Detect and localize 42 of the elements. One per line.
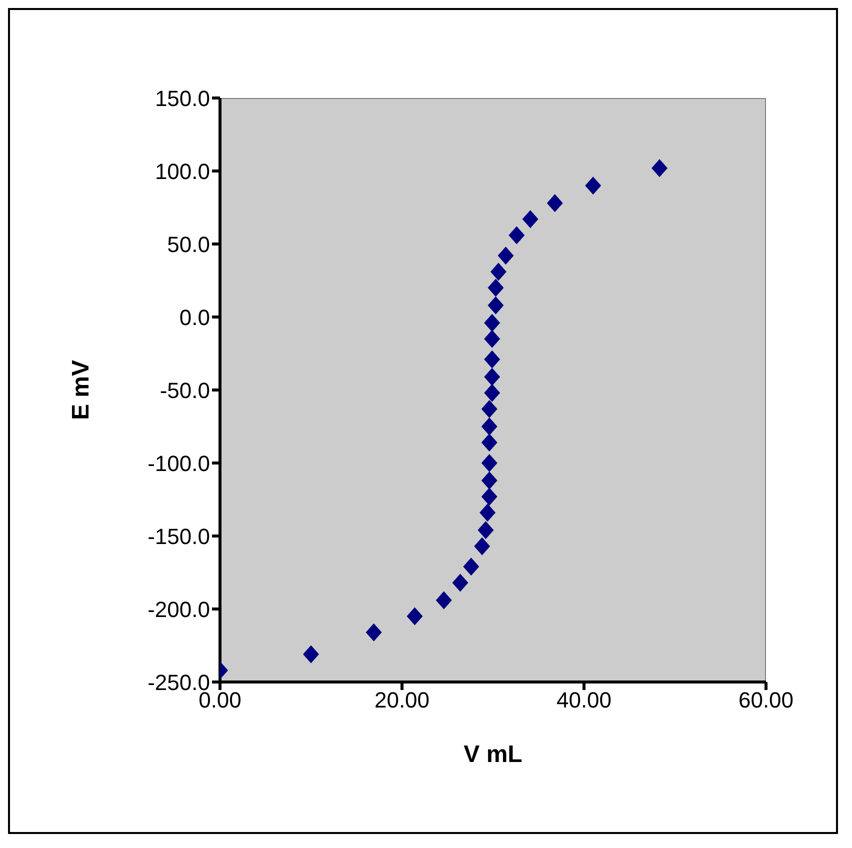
- x-tick-label: 20.00: [374, 688, 430, 713]
- x-axis-title: V mL: [464, 741, 522, 768]
- x-tick-label: 40.00: [556, 688, 612, 713]
- point: [481, 400, 498, 418]
- point: [484, 384, 500, 402]
- point: [652, 159, 668, 178]
- point: [452, 574, 468, 592]
- y-tick-label: -150.0: [148, 524, 210, 549]
- point: [484, 368, 500, 386]
- point: [484, 314, 500, 332]
- y-tick-label: -200.0: [148, 596, 210, 622]
- point: [498, 246, 514, 265]
- point: [490, 262, 506, 281]
- point: [481, 488, 498, 506]
- y-tick-label: 150.0: [154, 86, 210, 111]
- point: [481, 454, 498, 472]
- point: [508, 226, 525, 244]
- x-tick-label: 60.00: [738, 688, 794, 713]
- y-tick-label: 100.0: [154, 158, 210, 184]
- y-axis-title: E mV: [68, 360, 95, 420]
- point: [585, 176, 602, 195]
- point: [481, 418, 498, 436]
- point: [481, 434, 498, 452]
- point: [436, 591, 452, 610]
- point: [484, 350, 500, 368]
- y-tick-label: 0.0: [179, 304, 210, 330]
- point: [488, 278, 504, 297]
- point: [481, 472, 498, 490]
- point: [488, 296, 504, 314]
- point: [303, 645, 319, 664]
- point: [478, 521, 494, 540]
- y-tick-label: -100.0: [148, 450, 210, 476]
- point: [406, 607, 423, 626]
- point: [522, 210, 538, 228]
- point: [463, 558, 480, 576]
- point: [366, 623, 382, 642]
- y-tick-label: 50.0: [167, 232, 210, 257]
- point: [484, 330, 500, 348]
- point: [480, 504, 496, 522]
- point: [546, 194, 563, 212]
- y-tick-label: -50.0: [160, 378, 210, 403]
- point: [474, 537, 490, 556]
